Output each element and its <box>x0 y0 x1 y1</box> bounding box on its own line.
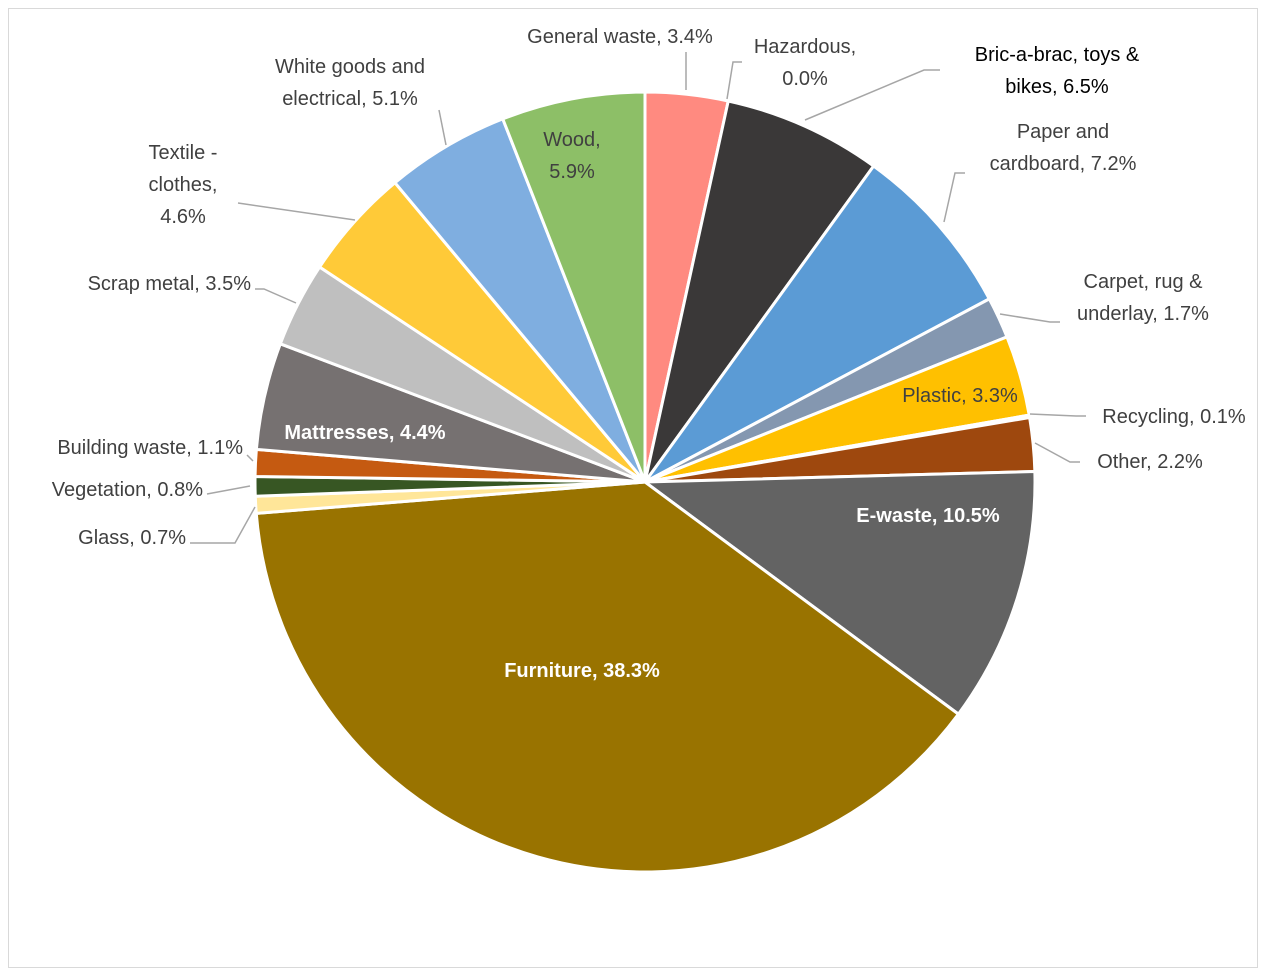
leader-line-paper <box>943 172 965 223</box>
data-label-textile: Textile -clothes, 4.6% <box>149 142 218 228</box>
pie-slice-bric-a-brac <box>643 99 876 484</box>
data-label-vegetation: Vegetation, 0.8% <box>52 479 203 501</box>
data-label-building: Building waste, 1.1% <box>57 437 243 459</box>
data-label-paper: Paper and cardboard, 7.2% <box>990 121 1137 175</box>
data-label-e-waste: E-waste, 10.5% <box>856 505 1000 527</box>
data-label-mattresses: Mattresses, 4.4% <box>284 422 445 444</box>
data-label-scrap-metal: Scrap metal, 3.5% <box>88 273 252 295</box>
leader-line-vegetation <box>206 485 251 495</box>
data-label-wood: Wood, 5.9% <box>543 129 600 183</box>
data-label-recycling: Recycling, 0.1% <box>1102 406 1246 428</box>
data-label-furniture: Furniture, 38.3% <box>504 660 660 682</box>
data-label-hazardous: Hazardous, 0.0% <box>754 36 856 90</box>
pie-slice-e-waste <box>643 470 1037 716</box>
leader-line-scrap-metal <box>255 288 297 304</box>
data-label-glass: Glass, 0.7% <box>78 527 186 549</box>
pie-slice-paper <box>643 164 991 484</box>
leader-line-carpet <box>999 313 1060 323</box>
data-label-other: Other, 2.2% <box>1097 451 1203 473</box>
data-label-carpet: Carpet, rug & underlay, 1.7% <box>1077 271 1209 325</box>
leader-line-building <box>246 454 254 462</box>
pie-slice-furniture <box>254 480 960 874</box>
leader-line-recycling <box>1029 413 1086 417</box>
data-label-plastic: Plastic, 3.3% <box>902 385 1018 407</box>
leader-line-hazardous <box>726 61 742 100</box>
leader-line-other <box>1034 442 1080 463</box>
leader-line-glass <box>190 506 256 544</box>
data-label-white-goods: White goods and electrical, 5.1% <box>275 56 425 110</box>
leader-line-white-goods <box>438 109 447 146</box>
data-label-bric-a-brac: Bric-a-brac, toys & bikes, 6.5% <box>975 44 1140 98</box>
leader-line-textile <box>237 202 356 221</box>
leader-line-bric-a-brac <box>804 69 940 121</box>
pie-slice-wood <box>501 90 647 484</box>
data-label-general-waste: General waste, 3.4% <box>527 26 713 48</box>
